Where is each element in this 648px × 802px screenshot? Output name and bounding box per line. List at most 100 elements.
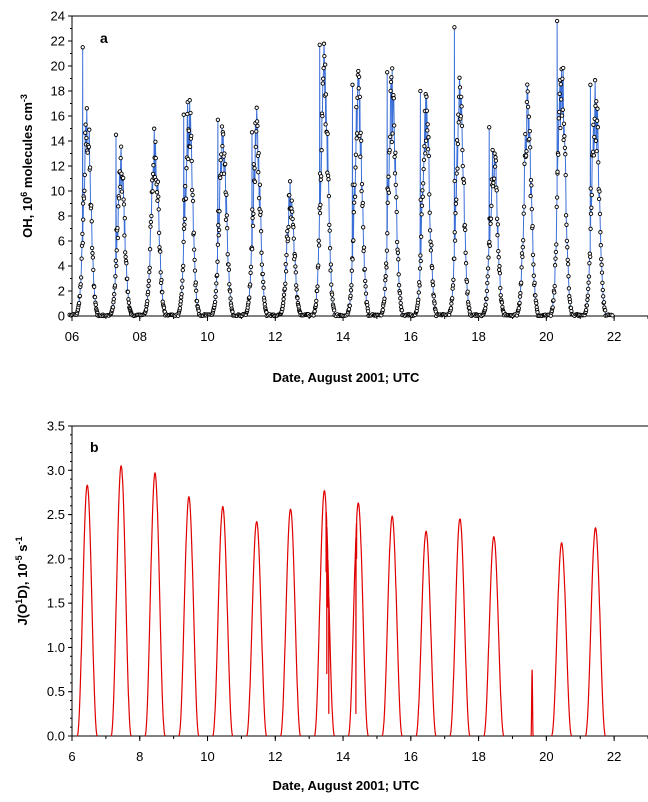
oh-data-point (317, 42, 322, 47)
oh-data-point (118, 144, 124, 149)
oh-data-point (416, 297, 421, 302)
oh-data-point (290, 216, 295, 222)
oh-data-point (587, 261, 592, 266)
oh-data-point (528, 145, 533, 150)
oh-data-point (487, 239, 492, 245)
panel-a-label: a (100, 30, 108, 46)
oh-data-point (382, 296, 387, 301)
oh-data-point (347, 303, 352, 308)
oh-data-point (565, 245, 570, 250)
oh-data-point (146, 283, 151, 288)
oh-data-point (497, 263, 502, 269)
oh-data-point (427, 192, 432, 197)
oh-data-point (387, 147, 392, 153)
oh-data-point (520, 245, 525, 250)
oh-data-point (556, 116, 561, 121)
oh-data-point (421, 157, 427, 163)
oh-data-point (215, 242, 221, 247)
oh-data-point (394, 209, 399, 215)
oh-data-point (262, 302, 267, 307)
oh-data-point (583, 307, 589, 313)
oh-data-point (493, 158, 499, 163)
oh-data-point (221, 132, 226, 137)
oh-data-point (89, 219, 94, 224)
oh-data-point (183, 184, 188, 189)
oh-data-point (558, 125, 563, 131)
oh-data-point (112, 283, 118, 288)
oh-data-point (223, 161, 228, 167)
oh-data-point (420, 188, 425, 193)
oh-data-point (80, 45, 85, 50)
oh-data-point (77, 293, 83, 299)
oh-data-point (119, 189, 125, 194)
oh-data-point (92, 284, 97, 289)
oh-data-point (430, 282, 436, 288)
oh-data-point (598, 243, 603, 248)
oh-data-point (456, 120, 461, 125)
oh-data-point (259, 250, 264, 255)
oh-data-point (485, 274, 490, 279)
oh-data-point (352, 194, 358, 199)
oh-data-point (589, 192, 594, 198)
oh-data-point (150, 189, 155, 194)
oh-data-point (600, 287, 605, 293)
oh-data-point (224, 192, 229, 197)
oh-data-point (78, 275, 84, 280)
oh-data-point (562, 134, 567, 139)
oh-data-point (179, 285, 185, 290)
oh-data-point (158, 270, 163, 275)
oh-data-point (454, 171, 459, 176)
oh-data-point (254, 105, 259, 110)
oh-data-point (430, 279, 435, 284)
oh-data-point (153, 139, 158, 144)
x-tick-label: 20 (539, 329, 553, 344)
oh-data-point (230, 309, 235, 314)
oh-data-point (526, 114, 532, 119)
oh-data-point (287, 193, 292, 198)
oh-data-point (79, 256, 84, 261)
oh-data-point (313, 302, 319, 307)
y-tick-label: 2.5 (47, 507, 65, 522)
oh-data-point (159, 277, 164, 283)
oh-data-point (498, 293, 503, 298)
oh-data-point (592, 78, 598, 83)
oh-data-point (418, 197, 423, 202)
j-o1d-day-curve (246, 520, 268, 737)
oh-data-point (323, 92, 329, 97)
oh-data-point (125, 276, 130, 281)
oh-data-point (113, 274, 118, 279)
oh-data-point (492, 151, 497, 156)
oh-data-point (250, 207, 255, 212)
oh-data-point (396, 283, 402, 288)
oh-data-point (319, 174, 324, 179)
oh-data-point (551, 298, 556, 303)
y-tick-label: 16 (51, 109, 65, 124)
oh-data-point (78, 282, 83, 287)
oh-data-point (226, 267, 232, 272)
oh-data-point (213, 294, 218, 300)
oh-data-point (595, 106, 600, 111)
oh-data-point (534, 301, 539, 306)
oh-data-point (523, 153, 529, 158)
oh-data-point (361, 245, 367, 250)
j-o1d-day-curve (110, 464, 132, 737)
oh-data-point (463, 227, 468, 233)
oh-data-point (155, 179, 161, 184)
oh-data-point (182, 222, 187, 227)
oh-data-point (385, 200, 390, 205)
oh-data-point (83, 122, 88, 127)
oh-data-point (483, 302, 488, 307)
oh-data-point (449, 301, 454, 306)
y-tick-label: 3.5 (47, 419, 65, 434)
oh-data-point (323, 62, 328, 67)
oh-data-point (593, 138, 599, 143)
oh-data-point (320, 81, 325, 86)
oh-data-point (448, 306, 454, 311)
y-tick-label: 1.5 (47, 596, 65, 611)
oh-data-point (187, 98, 192, 103)
oh-data-point (291, 236, 296, 241)
oh-data-point (493, 155, 498, 160)
oh-data-point (450, 296, 455, 301)
oh-data-point (530, 252, 536, 258)
x-tick-label: 20 (539, 749, 553, 764)
